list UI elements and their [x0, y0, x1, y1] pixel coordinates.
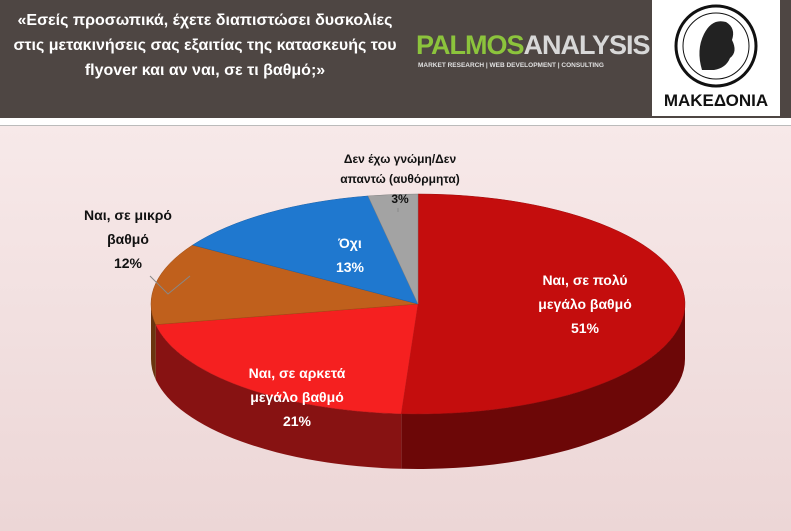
slice-label: Ναι, σε αρκετά μεγάλο βαθμό 21%: [227, 361, 367, 433]
slice: [155, 303, 419, 469]
slice-side: [401, 304, 685, 469]
slice-top: [191, 195, 419, 305]
value-label: 3%: [391, 192, 409, 206]
slice-label: Δεν έχω γνώμη/Δεν απαντώ (αυθόρμητα) 3%: [330, 149, 470, 209]
slice-top: [155, 303, 419, 415]
slice-top: [150, 244, 419, 325]
slice-label: Όχι 13%: [320, 231, 380, 279]
slice: [191, 195, 419, 305]
chart-area: Ναι, σε πολύ μεγάλο βαθμό 51% Ναι, σε αρκε…: [0, 125, 791, 531]
category-label: Ναι, σε αρκετά μεγάλο βαθμό: [248, 365, 346, 405]
newspaper-name: ΜΑΚΕΔΟΝΙΑ: [663, 91, 769, 110]
slice: [367, 193, 419, 305]
slice: [400, 193, 686, 469]
logo-text: PALMOS: [416, 30, 524, 60]
value-label: 13%: [335, 259, 365, 275]
logo-tagline: MARKET RESEARCH | WEB DEVELOPMENT | CONS…: [418, 62, 604, 69]
logo-text: ANALYSIS: [523, 30, 651, 60]
value-label: 51%: [570, 320, 600, 336]
category-label: Όχι: [338, 235, 362, 251]
slice-label: Ναι, σε πολύ μεγάλο βαθμό 51%: [520, 268, 650, 340]
coin: [674, 4, 758, 88]
value-label: 21%: [282, 413, 312, 429]
category-label: Δεν έχω γνώμη/Δεν απαντώ (αυθόρμητα): [340, 152, 460, 186]
newspaper-logo: ΜΑΚΕΔΟΝΙΑ: [652, 0, 780, 116]
logo: PALMOSANALYSIS: [416, 30, 678, 61]
category-label: Ναι, σε μικρό βαθμό: [84, 207, 172, 247]
slice-label: Ναι, σε μικρό βαθμό 12%: [68, 203, 188, 275]
header: «Εσείς προσωπικά, έχετε διαπιστώσει δυσκ…: [0, 0, 791, 118]
chart: [149, 193, 686, 469]
value-label: 12%: [113, 255, 143, 271]
slice-side: [155, 324, 402, 469]
slice-side: [151, 304, 156, 380]
chart-title: «Εσείς προσωπικά, έχετε διαπιστώσει δυσκ…: [13, 12, 397, 79]
slice-top: [400, 193, 686, 415]
slice: [150, 244, 419, 380]
slice-top: [367, 193, 419, 305]
leader-line: [149, 275, 191, 295]
category-label: Ναι, σε πολύ μεγάλο βαθμό: [538, 272, 632, 312]
